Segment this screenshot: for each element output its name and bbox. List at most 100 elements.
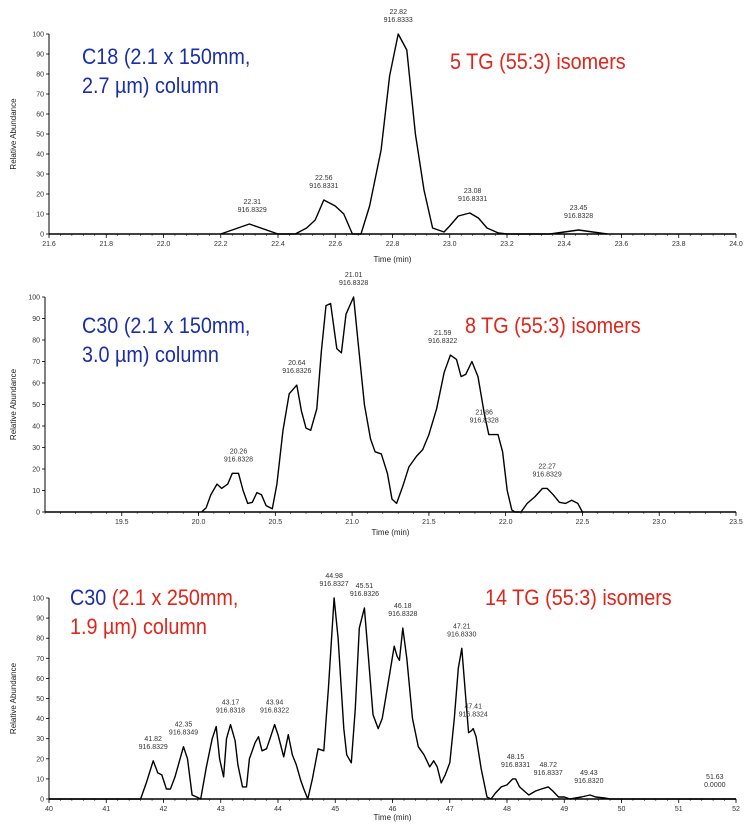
x-tick-label: 46 <box>389 806 397 813</box>
peak-retention-time: 20.26 <box>230 448 248 455</box>
peak-mz: 916.8331 <box>458 196 487 203</box>
y-tick-label: 50 <box>36 696 44 703</box>
peak-mz: 916.8331 <box>501 762 530 769</box>
x-tick-label: 19.5 <box>115 519 129 526</box>
x-tick-label: 21.5 <box>422 519 436 526</box>
x-tick-label: 22.8 <box>386 241 400 248</box>
peak-mz: 916.8318 <box>216 708 245 715</box>
x-tick-label: 48 <box>503 806 511 813</box>
chart-panel-3: 0 10 20 30 40 50 60 70 80 90 100 40 41 42 43 44 45 46 47 48… <box>9 573 740 822</box>
x-tick-label: 52 <box>732 806 740 813</box>
y-tick-label: 20 <box>36 756 44 763</box>
peak-retention-time: 51.63 <box>706 774 724 781</box>
x-tick-label: 49 <box>560 806 568 813</box>
x-axis-title: Time (min) <box>374 255 412 264</box>
peak-retention-time: 23.08 <box>464 188 482 195</box>
peak-mz: 916.8320 <box>574 778 603 785</box>
peak-retention-time: 43.17 <box>222 700 240 707</box>
y-tick-label: 70 <box>32 359 40 366</box>
chromatogram-trace <box>201 296 584 513</box>
peak-retention-time: 44.98 <box>325 573 343 580</box>
x-tick-label: 22.6 <box>328 241 342 248</box>
y-tick-label: 20 <box>36 192 44 199</box>
panel1-column-line2: 2.7 µm) column <box>82 73 219 98</box>
y-tick-label: 70 <box>36 92 44 99</box>
peak-retention-time: 49.43 <box>580 770 598 777</box>
panel3-column-dims: (2.1 x 250mm, <box>106 585 239 610</box>
y-tick-label: 10 <box>36 212 44 219</box>
peak-retention-time: 41.82 <box>144 736 162 743</box>
panel1-column-label: C18 (2.1 x 150mm, 2.7 µm) column <box>82 42 250 100</box>
y-tick-label: 0 <box>36 510 40 517</box>
peak-retention-time: 21.01 <box>345 272 363 279</box>
x-tick-label: 23.8 <box>672 241 686 248</box>
y-tick-label: 100 <box>32 32 44 39</box>
y-tick-label: 10 <box>32 488 40 495</box>
peak-mz: 916.8328 <box>470 418 499 425</box>
y-tick-label: 80 <box>36 636 44 643</box>
y-tick-label: 30 <box>32 445 40 452</box>
y-tick-label: 80 <box>36 72 44 79</box>
y-tick-label: 40 <box>36 152 44 159</box>
x-tick-label: 21.6 <box>42 241 56 248</box>
y-tick-label: 20 <box>32 467 40 474</box>
x-tick-label: 23.0 <box>443 241 457 248</box>
peak-annotation: 51.630.0000 <box>704 774 726 789</box>
y-tick-label: 60 <box>36 676 44 683</box>
peak-mz: 916.8337 <box>534 770 563 777</box>
y-tick-label: 40 <box>36 716 44 723</box>
peak-mz: 916.8324 <box>459 712 488 719</box>
peak-mz: 916.8329 <box>238 207 267 214</box>
peak-mz: 916.8331 <box>309 183 338 190</box>
x-tick-label: 40 <box>45 806 53 813</box>
y-tick-label: 90 <box>36 616 44 623</box>
panel3-column-label: C30 (2.1 x 250mm, 1.9 µm) column <box>70 583 238 641</box>
y-axis-title: Relative Abundance <box>9 368 18 440</box>
peak-retention-time: 22.27 <box>538 463 556 470</box>
x-tick-label: 47 <box>446 806 454 813</box>
peak-mz: 916.8328 <box>388 611 417 618</box>
panel1-column-line1: C18 (2.1 x 150mm, <box>82 44 251 69</box>
x-tick-label: 22.0 <box>499 519 513 526</box>
x-tick-label: 23.0 <box>652 519 666 526</box>
chromatogram-trace <box>49 597 736 800</box>
x-tick-label: 22.0 <box>157 241 171 248</box>
y-tick-label: 50 <box>36 132 44 139</box>
peak-mz: 916.8328 <box>339 280 368 287</box>
x-tick-label: 22.2 <box>214 241 228 248</box>
panel2-column-label: C30 (2.1 x 150mm, 3.0 µm) column <box>82 311 250 369</box>
y-tick-label: 30 <box>36 172 44 179</box>
panel3-column-line2: 1.9 µm) column <box>70 614 207 639</box>
y-tick-label: 60 <box>32 381 40 388</box>
chromatogram-trace <box>220 33 608 235</box>
x-tick-label: 20.0 <box>192 519 206 526</box>
peak-retention-time: 42.35 <box>175 722 193 729</box>
y-tick-label: 90 <box>36 52 44 59</box>
panel2-isomer-count: 8 TG (55:3) isomers <box>465 313 641 338</box>
x-tick-label: 51 <box>675 806 683 813</box>
peak-retention-time: 46.18 <box>394 603 412 610</box>
peak-retention-time: 23.45 <box>570 205 588 212</box>
peak-mz: 0.0000 <box>704 782 726 789</box>
panel2-column-line2: 3.0 µm) column <box>82 342 219 367</box>
peak-retention-time: 47.41 <box>464 704 482 711</box>
y-tick-label: 50 <box>32 402 40 409</box>
x-tick-label: 41 <box>102 806 110 813</box>
x-tick-label: 22.4 <box>271 241 285 248</box>
x-tick-label: 21.8 <box>99 241 113 248</box>
peak-retention-time: 21.59 <box>434 330 452 337</box>
